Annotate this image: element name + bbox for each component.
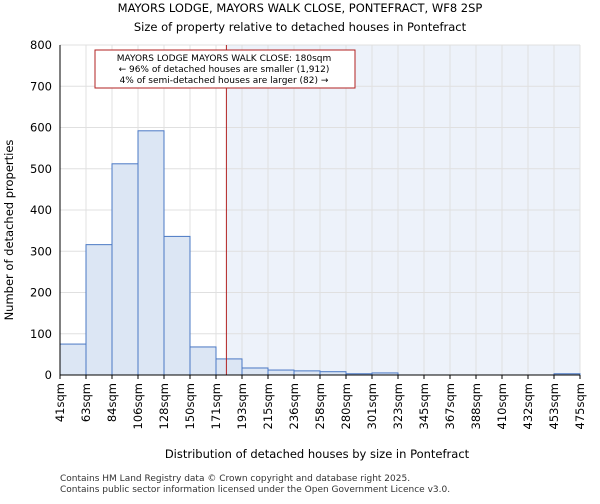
x-tick-label: 432sqm	[521, 383, 535, 429]
axes: 0 100 200 300 400 500 600 700 800 41sqm 63sqm 84sqm…	[30, 38, 587, 429]
x-tick-label: 84sqm	[105, 383, 119, 422]
histogram-bar	[215, 358, 243, 376]
y-tick-label: 100	[30, 327, 52, 341]
y-tick-label: 700	[30, 79, 52, 93]
y-tick-label: 300	[30, 244, 52, 258]
annotation-line-2: ← 96% of detached houses are smaller (1,…	[119, 65, 330, 75]
x-tick-label: 236sqm	[287, 383, 301, 429]
x-tick-label: 215sqm	[261, 383, 275, 429]
chart-subtitle: Size of property relative to detached ho…	[134, 20, 467, 34]
y-tick-label: 800	[30, 38, 52, 52]
histogram-bar	[111, 163, 139, 376]
x-tick-label: 410sqm	[495, 383, 509, 429]
annotation-line-1: MAYORS LODGE MAYORS WALK CLOSE: 180sqm	[117, 54, 332, 64]
annotation-line-3: 4% of semi-detached houses are larger (8…	[120, 76, 329, 86]
x-tick-label: 128sqm	[157, 383, 171, 429]
y-tick-label: 600	[30, 121, 52, 135]
y-tick-label: 0	[45, 368, 52, 382]
x-tick-label: 41sqm	[53, 383, 67, 422]
y-tick-label: 500	[30, 162, 52, 176]
histogram-bar	[163, 235, 191, 376]
bars	[59, 130, 581, 376]
histogram-bar	[267, 369, 295, 376]
histogram-bar	[293, 370, 321, 376]
y-tick-label: 400	[30, 203, 52, 217]
x-tick-label: 150sqm	[183, 383, 197, 429]
x-tick-label: 193sqm	[235, 383, 249, 429]
histogram-bar	[241, 367, 269, 376]
histogram-bar	[85, 244, 113, 376]
x-tick-label: 388sqm	[469, 383, 483, 429]
x-tick-label: 63sqm	[79, 383, 93, 422]
x-tick-label: 345sqm	[417, 383, 431, 429]
x-tick-label: 171sqm	[209, 383, 223, 429]
x-tick-label: 280sqm	[339, 383, 353, 429]
y-tick-label: 200	[30, 286, 52, 300]
x-tick-label: 106sqm	[131, 383, 145, 429]
x-tick-label: 323sqm	[391, 383, 405, 429]
histogram-bar	[189, 346, 217, 376]
annotation-box: MAYORS LODGE MAYORS WALK CLOSE: 180sqm ←…	[94, 49, 356, 89]
x-tick-label: 367sqm	[443, 383, 457, 429]
x-axis-label: Distribution of detached houses by size …	[165, 447, 470, 461]
footer-line-1: Contains HM Land Registry data © Crown c…	[60, 474, 410, 484]
chart-title: MAYORS LODGE, MAYORS WALK CLOSE, PONTEFR…	[118, 1, 483, 15]
annotation-border	[94, 49, 356, 89]
x-tick-label: 258sqm	[313, 383, 327, 429]
x-tick-label: 453sqm	[547, 383, 561, 429]
histogram-bar	[137, 130, 165, 376]
footer-line-2: Contains public sector information licen…	[60, 485, 450, 495]
histogram-bar	[59, 343, 87, 376]
y-axis-label: Number of detached properties	[2, 140, 16, 321]
x-tick-label: 301sqm	[365, 383, 379, 429]
x-tick-label: 475sqm	[573, 383, 587, 429]
